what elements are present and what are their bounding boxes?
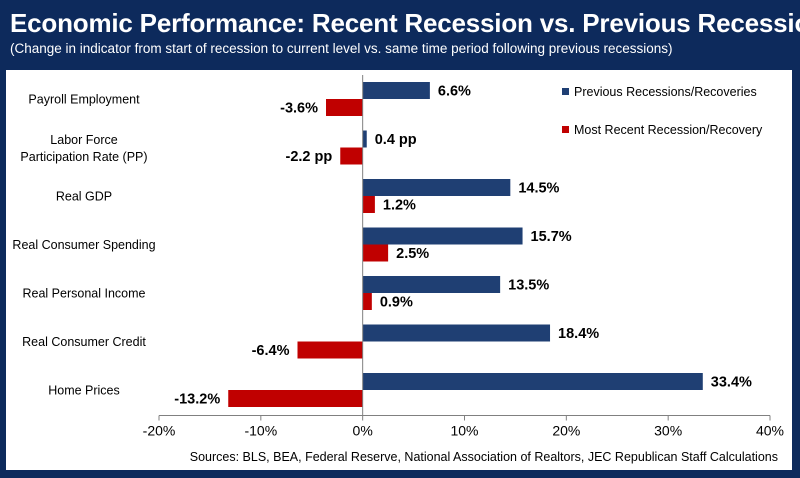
category-label: Payroll Employment bbox=[28, 92, 140, 106]
data-label: 1.2% bbox=[383, 198, 416, 214]
bar-previous bbox=[362, 179, 511, 196]
chart-subtitle: (Change in indicator from start of reces… bbox=[10, 41, 673, 56]
x-tick-label: 40% bbox=[756, 423, 784, 439]
category-label: Home Prices bbox=[48, 383, 120, 397]
data-label: 6.6% bbox=[438, 84, 471, 100]
data-label: 13.5% bbox=[508, 278, 549, 294]
x-tick-label: 10% bbox=[450, 423, 478, 439]
legend-swatch bbox=[562, 88, 569, 95]
data-label: 0.9% bbox=[380, 295, 413, 311]
data-label: 14.5% bbox=[518, 181, 559, 197]
category-label-line: Real Consumer Credit bbox=[22, 335, 146, 349]
data-label: -3.6% bbox=[280, 101, 318, 117]
data-label: 33.4% bbox=[711, 375, 752, 391]
x-tick-label: -10% bbox=[244, 423, 277, 439]
bar-previous bbox=[362, 324, 551, 342]
category-label: Real Consumer Spending bbox=[12, 238, 155, 252]
x-tick-label: 0% bbox=[353, 423, 373, 439]
source-note: Sources: BLS, BEA, Federal Reserve, Nati… bbox=[189, 450, 778, 464]
bar-previous bbox=[362, 276, 501, 293]
data-label: -13.2% bbox=[174, 392, 220, 408]
data-label: -6.4% bbox=[252, 343, 290, 359]
x-tick-label: 20% bbox=[552, 423, 580, 439]
legend-label: Previous Recessions/Recoveries bbox=[574, 85, 757, 99]
category-label: Real GDP bbox=[56, 189, 112, 203]
bar-recent bbox=[297, 341, 363, 359]
category-label-line: Real GDP bbox=[56, 189, 112, 203]
category-label: Labor Force Participation Rate (PP) bbox=[20, 133, 147, 164]
data-label: 18.4% bbox=[558, 326, 599, 342]
bar-recent bbox=[340, 147, 363, 165]
bar-previous bbox=[362, 373, 703, 390]
category-label-line: Real Personal Income bbox=[23, 286, 146, 300]
legend-label: Most Recent Recession/Recovery bbox=[574, 123, 763, 137]
category-label-line: Real Consumer Spending bbox=[12, 238, 155, 252]
bar-chart: -20% -10% 0% 10% 20% 30% 40% Payroll Employment… bbox=[12, 75, 784, 439]
bar-recent bbox=[362, 196, 375, 213]
chart-title: Economic Performance: Recent Recession v… bbox=[10, 8, 800, 38]
bar-recent bbox=[228, 390, 363, 407]
category-label-line: Payroll Employment bbox=[28, 92, 140, 106]
data-label: 0.4 pp bbox=[375, 132, 417, 148]
x-tick-label: 30% bbox=[654, 423, 682, 439]
plot-area: -20% -10% 0% 10% 20% 30% 40% Payroll Employment… bbox=[6, 70, 792, 470]
bar-previous bbox=[362, 82, 430, 99]
category-label-line: Participation Rate (PP) bbox=[20, 150, 147, 164]
bar-recent bbox=[362, 293, 372, 310]
bar-recent bbox=[362, 244, 389, 262]
x-tick-label: -20% bbox=[143, 423, 176, 439]
data-label: 15.7% bbox=[531, 229, 572, 245]
header: Economic Performance: Recent Recession v… bbox=[0, 0, 800, 66]
category-label-line: Labor Force bbox=[50, 133, 117, 147]
bar-previous bbox=[362, 130, 367, 148]
bar-recent bbox=[326, 99, 363, 116]
category-label: Real Consumer Credit bbox=[22, 335, 146, 349]
category-label-line: Home Prices bbox=[48, 383, 120, 397]
legend-swatch bbox=[562, 126, 569, 133]
bar-previous bbox=[362, 227, 523, 245]
data-label: -2.2 pp bbox=[286, 149, 333, 165]
category-label: Real Personal Income bbox=[23, 286, 146, 300]
data-label: 2.5% bbox=[396, 246, 429, 262]
